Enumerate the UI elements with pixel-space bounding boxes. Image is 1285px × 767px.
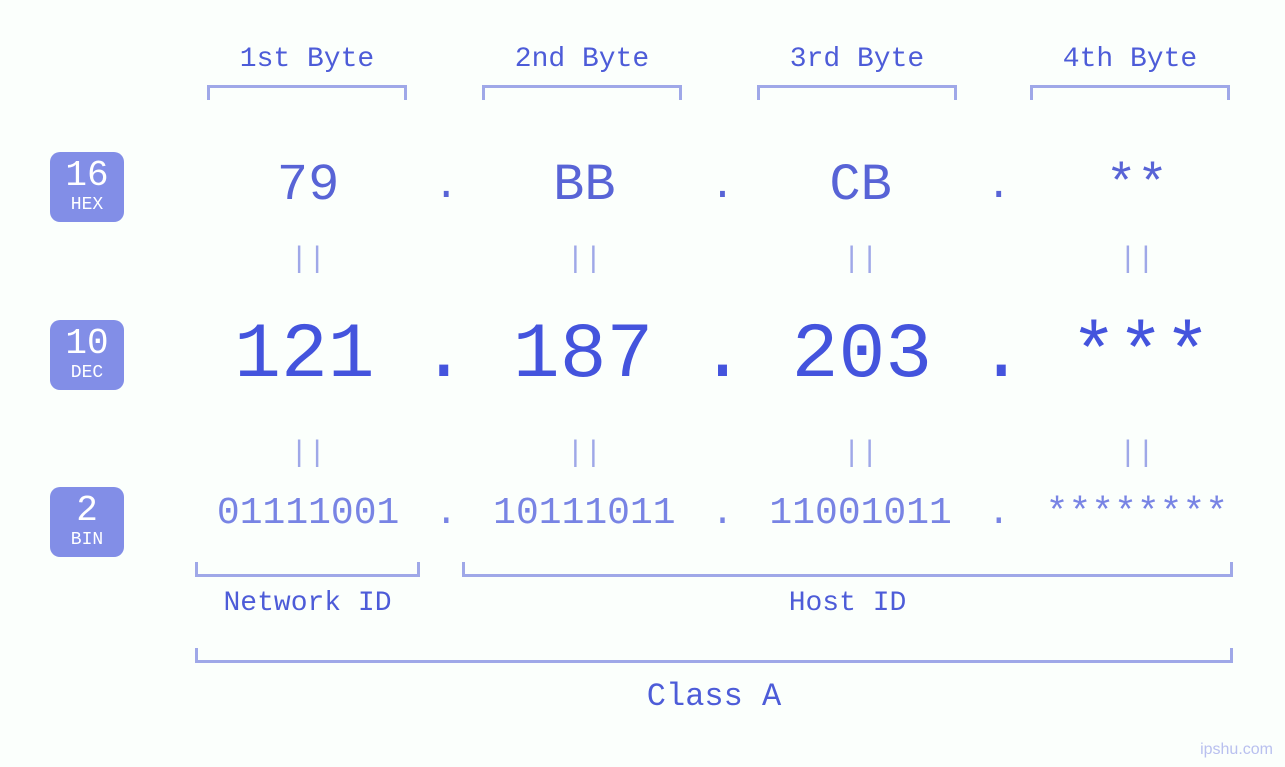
- bracket-network-id: [195, 562, 420, 577]
- base-lbl-hex: HEX: [50, 196, 124, 214]
- bin-dot-1: .: [426, 492, 466, 535]
- eq2-3: ||: [743, 437, 979, 471]
- dec-byte-3: 203: [748, 312, 977, 400]
- dec-byte-2: 187: [469, 312, 698, 400]
- bracket-class: [195, 648, 1233, 663]
- eq1-3: ||: [743, 243, 979, 277]
- byte-header-3: 3rd Byte: [757, 44, 957, 75]
- bin-byte-2: 10111011: [466, 492, 702, 535]
- eq1-4: ||: [1019, 243, 1255, 277]
- hex-byte-2: BB: [466, 156, 702, 215]
- base-num-dec: 10: [50, 326, 124, 362]
- top-bracket-1: [207, 85, 407, 100]
- base-lbl-bin: BIN: [50, 531, 124, 549]
- base-badge-hex: 16 HEX: [50, 152, 124, 222]
- row-dec: 121 . 187 . 203 . ***: [190, 312, 1255, 400]
- watermark: ipshu.com: [1200, 741, 1273, 759]
- dec-dot-3: .: [976, 312, 1026, 400]
- hex-dot-3: .: [979, 162, 1019, 210]
- base-num-hex: 16: [50, 158, 124, 194]
- base-lbl-dec: DEC: [50, 364, 124, 382]
- eq1-1: ||: [190, 243, 426, 277]
- label-network-id: Network ID: [195, 588, 420, 619]
- top-bracket-4: [1030, 85, 1230, 100]
- label-class: Class A: [195, 678, 1233, 715]
- top-bracket-2: [482, 85, 682, 100]
- dec-dot-1: .: [419, 312, 469, 400]
- bin-byte-4: ********: [1019, 492, 1255, 535]
- bin-dot-3: .: [979, 492, 1019, 535]
- hex-byte-3: CB: [743, 156, 979, 215]
- base-badge-dec: 10 DEC: [50, 320, 124, 390]
- hex-dot-1: .: [426, 162, 466, 210]
- bin-byte-1: 01111001: [190, 492, 426, 535]
- row-bin: 01111001 . 10111011 . 11001011 . *******…: [190, 492, 1255, 535]
- bin-dot-2: .: [703, 492, 743, 535]
- eq2-4: ||: [1019, 437, 1255, 471]
- label-host-id: Host ID: [462, 588, 1233, 619]
- base-badge-bin: 2 BIN: [50, 487, 124, 557]
- top-bracket-3: [757, 85, 957, 100]
- bin-byte-3: 11001011: [743, 492, 979, 535]
- row-hex: 79 . BB . CB . **: [190, 156, 1255, 215]
- eq2-1: ||: [190, 437, 426, 471]
- byte-header-2: 2nd Byte: [482, 44, 682, 75]
- eq1-2: ||: [466, 243, 702, 277]
- byte-header-1: 1st Byte: [207, 44, 407, 75]
- dec-byte-4: ***: [1026, 312, 1255, 400]
- dec-byte-1: 121: [190, 312, 419, 400]
- hex-byte-1: 79: [190, 156, 426, 215]
- bracket-host-id: [462, 562, 1233, 577]
- row-eq-1: || || || ||: [190, 243, 1255, 277]
- hex-byte-4: **: [1019, 156, 1255, 215]
- row-eq-2: || || || ||: [190, 437, 1255, 471]
- dec-dot-2: .: [698, 312, 748, 400]
- byte-header-4: 4th Byte: [1030, 44, 1230, 75]
- base-num-bin: 2: [50, 493, 124, 529]
- hex-dot-2: .: [703, 162, 743, 210]
- eq2-2: ||: [466, 437, 702, 471]
